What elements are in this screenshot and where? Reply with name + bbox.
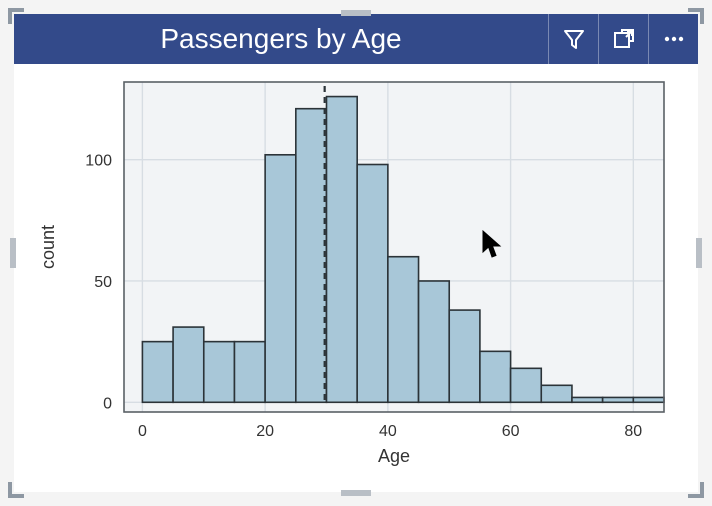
histogram-bar [541,385,572,402]
tile-header: Passengers by Age [14,14,698,64]
selection-handle-top[interactable] [341,10,371,16]
x-tick-label: 0 [138,423,147,440]
histogram-bar [633,397,664,402]
histogram-chart: 0 50 100 0 20 40 60 80 Age count [14,64,698,492]
y-axis-label: count [38,225,58,269]
tile-title: Passengers by Age [14,14,548,64]
histogram-bar [265,155,296,403]
histogram-bar [388,257,419,403]
histogram-bar [449,310,480,402]
histogram-bar [419,281,450,402]
x-tick-label: 40 [379,423,397,440]
histogram-bar [142,342,173,403]
histogram-bar [357,165,388,403]
histogram-bar [234,342,265,403]
histogram-bar [296,109,327,403]
more-options-icon[interactable] [648,14,698,64]
histogram-bar [327,97,358,403]
focus-mode-icon[interactable] [598,14,648,64]
histogram-bar [480,351,511,402]
tile-header-actions [548,14,698,64]
x-axis-label: Age [378,446,410,466]
x-tick-label: 20 [256,423,274,440]
histogram-bar [603,397,634,402]
y-tick-label: 0 [103,395,112,412]
histogram-bar [204,342,235,403]
y-tick-label: 100 [85,153,112,170]
x-tick-label: 60 [502,423,520,440]
visual-tile: Passengers by Age [14,14,698,492]
histogram-bar [511,368,542,402]
y-tick-label: 50 [94,274,112,291]
filter-icon[interactable] [548,14,598,64]
histogram-bar [173,327,204,402]
histogram-bar [572,397,603,402]
x-tick-label: 80 [624,423,642,440]
